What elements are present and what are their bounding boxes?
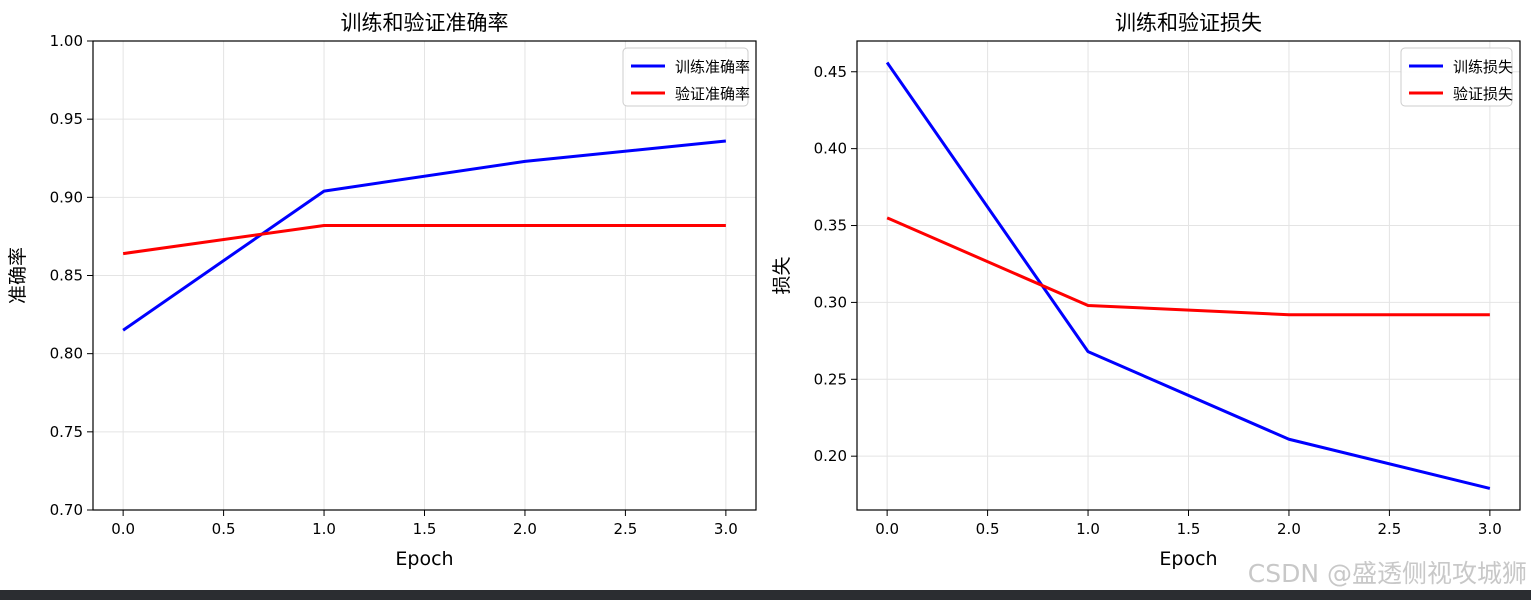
x-tick-label: 2.0 — [513, 520, 537, 538]
x-tick-label: 3.0 — [1478, 520, 1502, 538]
x-tick-label: 1.5 — [1177, 520, 1201, 538]
series-line-1 — [122, 139, 727, 332]
y-tick-label: 0.80 — [50, 345, 83, 363]
x-tick-label: 0.5 — [976, 520, 1000, 538]
x-tick-label: 1.0 — [312, 520, 336, 538]
chart-1: 0.0 0.5 1.0 1.5 2.0 2.5 3.0 0.70 0.75 0.80 0.85 0.9… — [7, 11, 757, 570]
x-tick-label: 2.5 — [613, 520, 637, 538]
legend-label-1: 训练准确率 — [675, 58, 750, 76]
series-line-2 — [122, 223, 726, 256]
y-tick-label: 0.70 — [50, 501, 83, 519]
y-tick-label: 0.85 — [50, 267, 83, 285]
x-tick-label: 1.5 — [413, 520, 437, 538]
series-line-1 — [885, 61, 1491, 490]
x-tick-label: 0.0 — [875, 520, 899, 538]
y-tick-label: 0.25 — [814, 370, 847, 388]
bottom-bar — [0, 590, 1531, 600]
y-axis-label: 损失 — [771, 256, 793, 294]
x-axis-label: Epoch — [395, 548, 453, 570]
x-tick-label: 1.0 — [1076, 520, 1100, 538]
legend-label-2: 验证损失 — [1453, 85, 1513, 103]
y-tick-label: 1.00 — [50, 32, 83, 50]
x-tick-label: 0.0 — [111, 520, 135, 538]
x-tick-label: 3.0 — [714, 520, 738, 538]
y-tick-label: 0.90 — [50, 188, 83, 206]
chart-title: 训练和验证损失 — [1115, 11, 1262, 35]
x-axis-label: Epoch — [1159, 548, 1217, 570]
y-axis-label: 准确率 — [7, 247, 29, 304]
legend-label-1: 训练损失 — [1453, 58, 1513, 76]
y-tick-label: 0.95 — [50, 110, 83, 128]
chart-title: 训练和验证准确率 — [341, 11, 509, 35]
chart-2: 0.0 0.5 1.0 1.5 2.0 2.5 3.0 0.20 0.25 0.30 0.35 0.4… — [771, 11, 1521, 570]
x-tick-label: 0.5 — [212, 520, 236, 538]
y-tick-label: 0.75 — [50, 423, 83, 441]
legend-label-2: 验证准确率 — [675, 85, 750, 103]
x-tick-label: 2.0 — [1277, 520, 1301, 538]
y-tick-label: 0.40 — [814, 140, 847, 158]
y-tick-label: 0.35 — [814, 217, 847, 235]
series-line-2 — [886, 216, 1490, 317]
y-tick-label: 0.20 — [814, 447, 847, 465]
x-tick-label: 2.5 — [1377, 520, 1401, 538]
y-tick-label: 0.45 — [814, 63, 847, 81]
y-tick-label: 0.30 — [814, 293, 847, 311]
watermark: CSDN @盛透侧视攻城狮 — [1247, 559, 1527, 588]
